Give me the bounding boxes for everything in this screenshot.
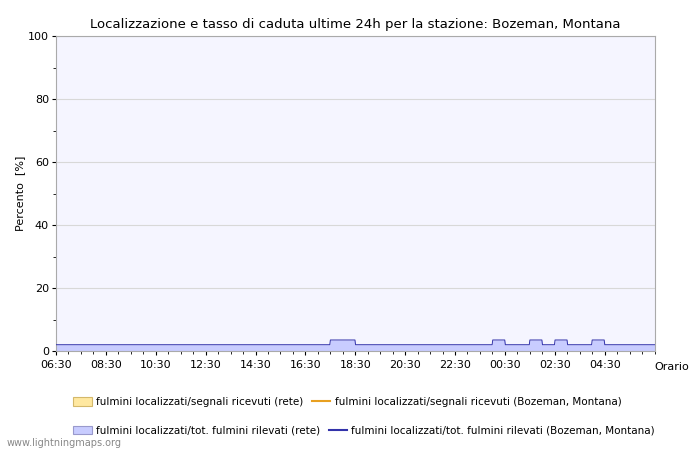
Text: www.lightningmaps.org: www.lightningmaps.org: [7, 438, 122, 448]
Title: Localizzazione e tasso di caduta ultime 24h per la stazione: Bozeman, Montana: Localizzazione e tasso di caduta ultime …: [90, 18, 620, 31]
Y-axis label: Percento  [%]: Percento [%]: [15, 156, 25, 231]
Text: Orario: Orario: [654, 362, 690, 372]
Legend: fulmini localizzati/tot. fulmini rilevati (rete), fulmini localizzati/tot. fulmi: fulmini localizzati/tot. fulmini rilevat…: [74, 426, 655, 436]
